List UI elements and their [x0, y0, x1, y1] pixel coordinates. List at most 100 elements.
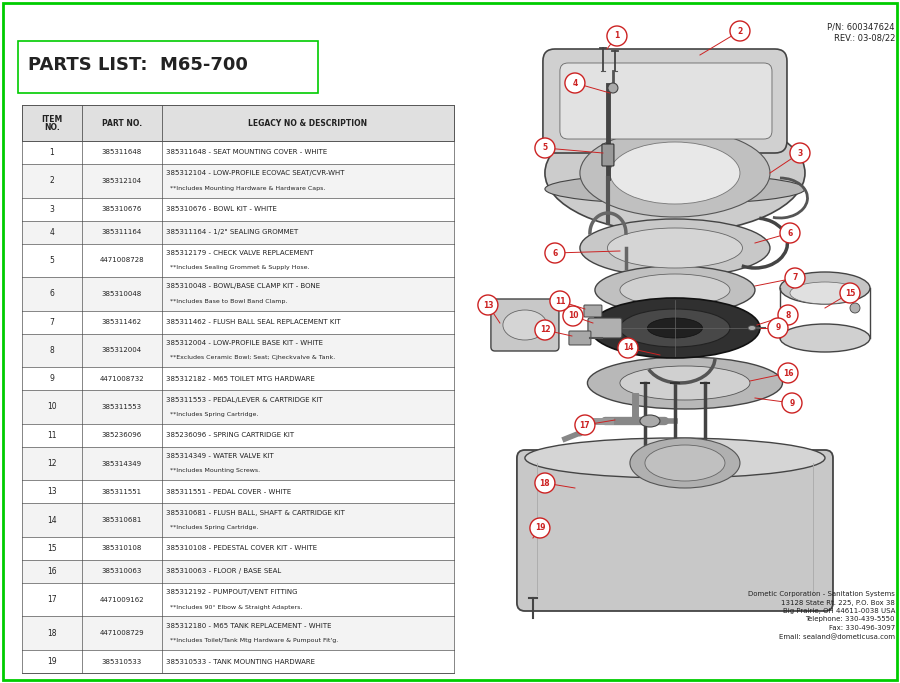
- Bar: [22, 583, 454, 617]
- Text: 8: 8: [50, 346, 54, 355]
- Bar: [22, 503, 454, 537]
- Bar: [22, 560, 454, 583]
- Text: 9: 9: [775, 324, 780, 333]
- Text: 385311648: 385311648: [102, 150, 142, 156]
- Text: 1: 1: [50, 148, 54, 157]
- Text: 385311164 - 1/2" SEALING GROMMET: 385311164 - 1/2" SEALING GROMMET: [166, 229, 298, 235]
- Text: 385310676: 385310676: [102, 206, 142, 212]
- Text: 385310681: 385310681: [102, 517, 142, 523]
- Circle shape: [768, 318, 788, 338]
- Text: **Excludes Ceramic Bowl; Seat; Cjheckvalve & Tank.: **Excludes Ceramic Bowl; Seat; Cjheckval…: [166, 355, 335, 361]
- Ellipse shape: [525, 438, 825, 478]
- Text: 4471008728: 4471008728: [100, 257, 144, 264]
- Ellipse shape: [544, 174, 805, 204]
- Ellipse shape: [645, 445, 725, 481]
- Bar: [22, 244, 454, 277]
- Text: 3: 3: [797, 148, 803, 158]
- Bar: [22, 221, 454, 244]
- Bar: [22, 334, 454, 367]
- Bar: [22, 311, 454, 334]
- Text: **Includes 90° Elbow & Straight Adapters.: **Includes 90° Elbow & Straight Adapters…: [166, 604, 302, 609]
- Ellipse shape: [630, 438, 740, 488]
- Text: **Includes Mounting Hardware & Hardware Caps.: **Includes Mounting Hardware & Hardware …: [166, 186, 325, 191]
- Text: 10: 10: [47, 402, 57, 411]
- Ellipse shape: [588, 357, 782, 409]
- Text: 13: 13: [482, 301, 493, 309]
- FancyBboxPatch shape: [543, 49, 787, 153]
- Bar: [22, 277, 454, 311]
- Text: 7: 7: [792, 273, 797, 283]
- Text: 385314349: 385314349: [102, 460, 142, 466]
- Text: 16: 16: [783, 369, 793, 378]
- FancyBboxPatch shape: [569, 331, 591, 345]
- Text: 12: 12: [47, 459, 57, 468]
- FancyBboxPatch shape: [491, 299, 559, 351]
- Text: 14: 14: [623, 344, 634, 352]
- Text: **Includes Sealing Grommet & Supply Hose.: **Includes Sealing Grommet & Supply Hose…: [166, 265, 310, 270]
- Text: NO.: NO.: [44, 122, 60, 132]
- Text: **Includes Mounting Screws.: **Includes Mounting Screws.: [166, 469, 260, 473]
- Text: 385236096 - SPRING CARTRIDGE KIT: 385236096 - SPRING CARTRIDGE KIT: [166, 432, 294, 438]
- Bar: [22, 423, 454, 447]
- Text: 15: 15: [845, 288, 855, 298]
- Text: 385311551: 385311551: [102, 489, 142, 495]
- Ellipse shape: [580, 219, 770, 277]
- Circle shape: [530, 518, 550, 538]
- Text: 3: 3: [50, 204, 54, 214]
- Text: 385312192 - PUMPOUT/VENT FITTING: 385312192 - PUMPOUT/VENT FITTING: [166, 589, 298, 596]
- Bar: [22, 617, 454, 650]
- Circle shape: [550, 291, 570, 311]
- Text: 385310048 - BOWL/BASE CLAMP KIT - BONE: 385310048 - BOWL/BASE CLAMP KIT - BONE: [166, 283, 320, 290]
- Text: 2: 2: [737, 27, 742, 36]
- Circle shape: [618, 338, 638, 358]
- Text: 385236096: 385236096: [102, 432, 142, 438]
- Text: 18: 18: [540, 479, 550, 488]
- Ellipse shape: [640, 415, 660, 427]
- Ellipse shape: [608, 228, 742, 268]
- Circle shape: [730, 21, 750, 41]
- Ellipse shape: [610, 142, 740, 204]
- Text: 385312104: 385312104: [102, 178, 142, 184]
- Ellipse shape: [790, 282, 860, 304]
- Text: 385312180 - M65 TANK REPLACEMENT - WHITE: 385312180 - M65 TANK REPLACEMENT - WHITE: [166, 623, 331, 629]
- Ellipse shape: [590, 298, 760, 358]
- Circle shape: [535, 320, 555, 340]
- Bar: [22, 141, 454, 164]
- Text: 11: 11: [554, 296, 565, 305]
- Text: 385311462 - FLUSH BALL SEAL REPLACEMENT KIT: 385311462 - FLUSH BALL SEAL REPLACEMENT …: [166, 319, 340, 325]
- Text: 4: 4: [572, 79, 578, 87]
- Text: 11: 11: [47, 431, 57, 440]
- Circle shape: [565, 73, 585, 93]
- Text: 4471009162: 4471009162: [100, 597, 144, 602]
- Ellipse shape: [620, 274, 730, 306]
- Text: 6: 6: [50, 290, 54, 298]
- Ellipse shape: [503, 310, 547, 340]
- Ellipse shape: [780, 324, 870, 352]
- Circle shape: [535, 473, 555, 493]
- Ellipse shape: [647, 318, 703, 338]
- Circle shape: [607, 26, 627, 46]
- Circle shape: [850, 303, 860, 313]
- Circle shape: [778, 305, 798, 325]
- Bar: [18, 41, 318, 93]
- Text: 1: 1: [615, 31, 619, 40]
- Text: LEGACY NO & DESCRIPTION: LEGACY NO & DESCRIPTION: [248, 118, 367, 128]
- Bar: [22, 197, 454, 221]
- Text: 7: 7: [50, 318, 54, 326]
- Circle shape: [782, 393, 802, 413]
- Text: 18: 18: [47, 629, 57, 638]
- Text: 9: 9: [50, 374, 54, 383]
- Text: Dometic Corporation - Sanitation Systems
13128 State Rt. 225, P.O. Box 38
Big Pr: Dometic Corporation - Sanitation Systems…: [748, 591, 895, 640]
- Text: 385310676 - BOWL KIT - WHITE: 385310676 - BOWL KIT - WHITE: [166, 206, 277, 212]
- Text: 385311462: 385311462: [102, 319, 142, 325]
- Text: **Includes Base to Bowl Band Clamp.: **Includes Base to Bowl Band Clamp.: [166, 298, 287, 304]
- Text: 385310063: 385310063: [102, 568, 142, 574]
- Bar: [22, 480, 454, 503]
- Text: 6: 6: [788, 229, 793, 238]
- Text: 19: 19: [535, 523, 545, 533]
- FancyBboxPatch shape: [602, 144, 614, 166]
- Text: 4: 4: [50, 227, 54, 236]
- Circle shape: [780, 223, 800, 243]
- Bar: [22, 447, 454, 480]
- Text: 385311164: 385311164: [102, 229, 142, 235]
